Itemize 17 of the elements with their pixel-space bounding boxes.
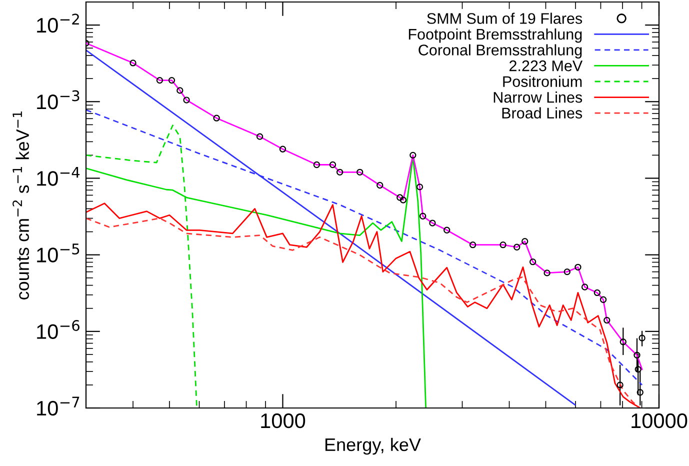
- legend-label: Broad Lines: [502, 107, 582, 119]
- y-tick-label: 10$^{−7}$: [37, 396, 80, 416]
- y-tick-label: 10$^{−3}$: [37, 90, 80, 110]
- y-tick-label: 10$^{−5}$: [37, 244, 80, 262]
- x-tick-label: 1000: [261, 413, 306, 428]
- x-tick-label: 10000: [632, 413, 688, 428]
- legend-label: SMM Sum of 19 Flares: [427, 12, 582, 24]
- y-axis-title: counts cm$^{−2}$ s$^{−1}$ keV$^{−1}$: [12, 112, 30, 300]
- legend-label: Coronal Bremsstrahlung: [418, 44, 582, 58]
- y-tick-label: 10$^{−2}$: [37, 14, 79, 33]
- legend-label: Narrow Lines: [494, 92, 582, 103]
- x-axis-title: Energy, keV: [325, 438, 421, 455]
- legend-label: Footpoint Bremsstrahlung: [408, 28, 582, 43]
- legend-label: 2.223 MeV: [509, 60, 583, 72]
- y-tick-label: 10$^{−6}$: [37, 320, 80, 340]
- y-tick-label: 10$^{−4}$: [37, 167, 80, 186]
- legend-label: Positronium: [503, 76, 582, 87]
